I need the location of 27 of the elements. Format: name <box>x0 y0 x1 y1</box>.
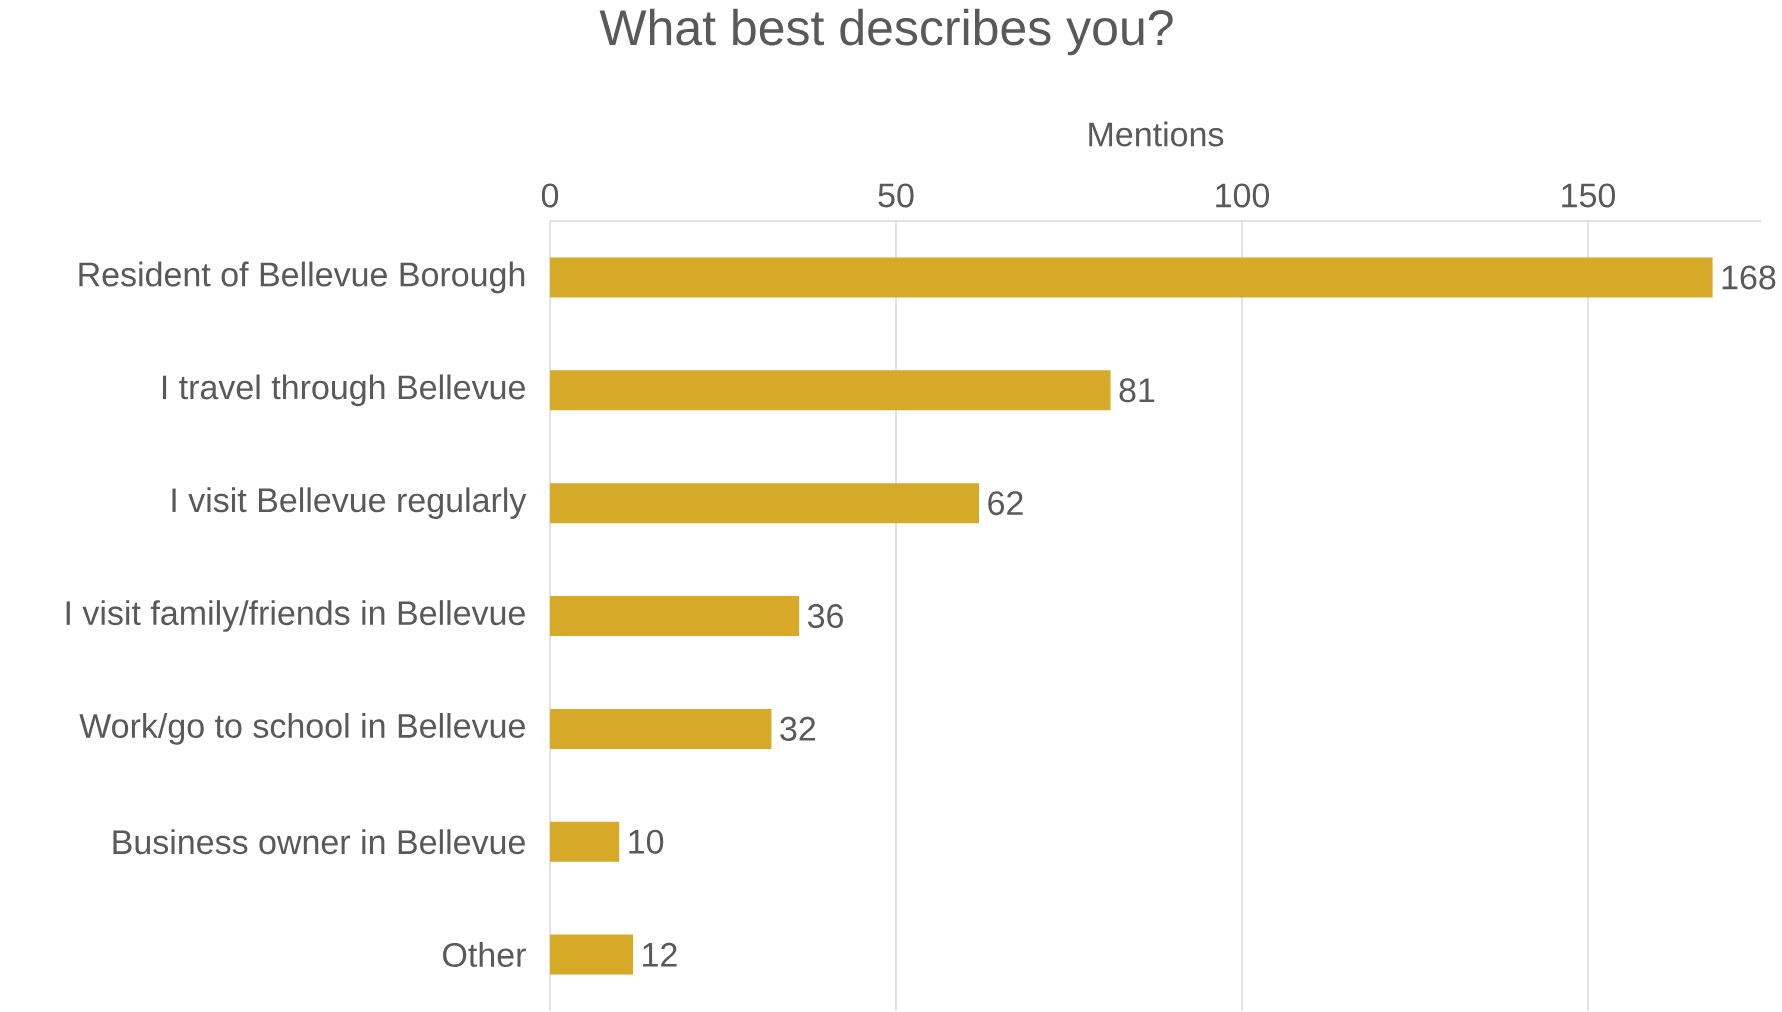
bar <box>549 709 772 749</box>
bar <box>549 257 1713 298</box>
x-axis-title: Mentions <box>1089 121 1224 147</box>
data-label: 168 <box>1722 265 1776 290</box>
bar <box>549 934 634 975</box>
data-label: 36 <box>807 604 843 629</box>
bar <box>549 821 620 862</box>
x-tick-label: 0 <box>541 183 559 208</box>
data-label: 10 <box>629 829 664 854</box>
data-label: 81 <box>1119 378 1155 403</box>
y-tick-label: Resident of Bellevue Borough <box>79 261 525 294</box>
bar <box>549 596 800 637</box>
y-tick-label: Business owner in Bellevue <box>113 829 525 855</box>
bar <box>549 483 980 524</box>
bar <box>549 370 1111 411</box>
data-label: 62 <box>988 491 1023 516</box>
y-tick-label: I travel through Bellevue <box>162 374 525 407</box>
data-label: 32 <box>780 716 816 742</box>
y-tick-label: I visit family/friends in Bellevue <box>66 600 525 632</box>
data-label: 12 <box>643 942 677 967</box>
x-tick-label: 100 <box>1216 183 1270 208</box>
x-tick-label: 50 <box>878 183 914 208</box>
y-tick-label: Work/go to school in Bellevue <box>79 713 525 745</box>
y-tick-label: Other <box>443 942 526 968</box>
y-tick-label: I visit Bellevue regularly <box>172 487 527 520</box>
x-tick-label: 150 <box>1562 183 1616 208</box>
chart-title: What best describes you? <box>599 8 1173 56</box>
